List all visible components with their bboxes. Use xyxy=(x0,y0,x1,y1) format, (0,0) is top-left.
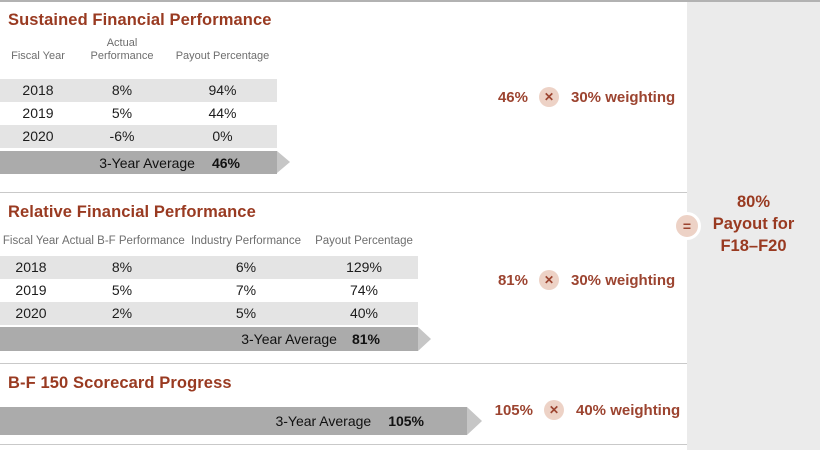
actual-bf-performance-cell: 8% xyxy=(111,259,133,275)
payout-percentage-cell: 0% xyxy=(212,128,233,144)
multiply-icon: ✕ xyxy=(539,87,559,107)
actual-bf-performance-cell: 5% xyxy=(111,282,133,298)
payout-percentage-cell: 74% xyxy=(349,282,379,298)
result-line: Payout for xyxy=(712,215,795,233)
table-row: 2019 5% 44% xyxy=(0,102,277,125)
fiscal-year-cell: 2018 xyxy=(15,259,47,275)
payout-percentage-cell: 40% xyxy=(349,305,379,321)
payout-percentage-cell: 129% xyxy=(346,259,382,275)
table-row: 2020 -6% 0% xyxy=(0,125,277,148)
section-divider xyxy=(0,363,687,364)
result-line: 80% xyxy=(736,193,771,211)
average-bar-sustained: 3-Year Average 46% xyxy=(0,151,277,174)
annotation-value: 105% xyxy=(494,401,533,419)
payout-percentage-cell: 94% xyxy=(208,82,237,98)
annotation-sustained: 46% ✕ 30% weighting xyxy=(440,87,675,107)
table-header-sustained: Fiscal Year Actual Performance Payout Pe… xyxy=(0,37,277,63)
industry-performance-cell: 6% xyxy=(235,259,257,275)
average-bar-scorecard: 3-Year Average 105% xyxy=(0,407,467,435)
annotation-label: 40% weighting xyxy=(576,401,681,419)
result-text: 80% Payout for F18–F20 xyxy=(687,191,820,257)
average-value: 81% xyxy=(351,331,380,347)
arrow-right-icon xyxy=(467,407,482,435)
column-header: Fiscal Year xyxy=(2,235,60,247)
column-header: Actual B-F Performance xyxy=(62,235,185,247)
column-header: Payout Percentage xyxy=(175,50,270,62)
fiscal-year-cell: 2020 xyxy=(15,305,47,321)
table-row: 2018 8% 6% 129% xyxy=(0,256,418,279)
actual-performance-cell: 5% xyxy=(111,105,133,121)
industry-performance-cell: 7% xyxy=(235,282,257,298)
fiscal-year-cell: 2020 xyxy=(22,128,54,144)
result-line: F18–F20 xyxy=(720,237,787,255)
column-header: Payout Percentage xyxy=(315,235,413,247)
actual-performance-cell: 8% xyxy=(111,82,133,98)
table-row: 2019 5% 7% 74% xyxy=(0,279,418,302)
average-value: 46% xyxy=(211,154,240,171)
column-header: Industry Performance xyxy=(191,235,301,247)
equals-icon: = xyxy=(673,212,701,240)
annotation-relative: 81% ✕ 30% weighting xyxy=(440,270,675,290)
multiply-icon: ✕ xyxy=(544,400,564,420)
multiply-icon: ✕ xyxy=(539,270,559,290)
section-title-relative: Relative Financial Performance xyxy=(8,203,256,221)
section-divider xyxy=(0,192,687,193)
section-title-sustained: Sustained Financial Performance xyxy=(8,11,272,29)
table-row: 2020 2% 5% 40% xyxy=(0,302,418,325)
fiscal-year-cell: 2019 xyxy=(15,282,47,298)
section-title-scorecard: B-F 150 Scorecard Progress xyxy=(8,374,232,392)
fiscal-year-cell: 2019 xyxy=(22,105,54,121)
annotation-value: 46% xyxy=(497,88,528,106)
bottom-rule xyxy=(0,444,687,445)
average-value: 105% xyxy=(388,413,424,429)
actual-performance-cell: -6% xyxy=(109,128,135,144)
annotation-label: 30% weighting xyxy=(571,88,676,106)
industry-performance-cell: 5% xyxy=(235,305,257,321)
arrow-right-icon xyxy=(277,151,290,173)
top-rule xyxy=(0,0,820,2)
payout-percentage-cell: 44% xyxy=(208,105,237,121)
average-label: 3-Year Average xyxy=(241,331,337,347)
average-label: 3-Year Average xyxy=(275,413,372,429)
result-panel: 80% Payout for F18–F20 xyxy=(687,0,820,450)
table-row: 2018 8% 94% xyxy=(0,79,277,102)
annotation-label: 30% weighting xyxy=(571,271,676,289)
annotation-scorecard: 105% ✕ 40% weighting xyxy=(445,400,680,420)
annotation-value: 81% xyxy=(497,271,528,289)
actual-bf-performance-cell: 2% xyxy=(111,305,133,321)
arrow-right-icon xyxy=(418,327,431,351)
average-label: 3-Year Average xyxy=(99,154,195,171)
average-bar-relative: 3-Year Average 81% xyxy=(0,327,418,351)
column-header: Fiscal Year xyxy=(11,50,65,62)
table-header-relative: Fiscal Year Actual B-F Performance Indus… xyxy=(0,235,418,248)
fiscal-year-cell: 2018 xyxy=(22,82,54,98)
column-header: Actual Performance xyxy=(90,37,154,62)
